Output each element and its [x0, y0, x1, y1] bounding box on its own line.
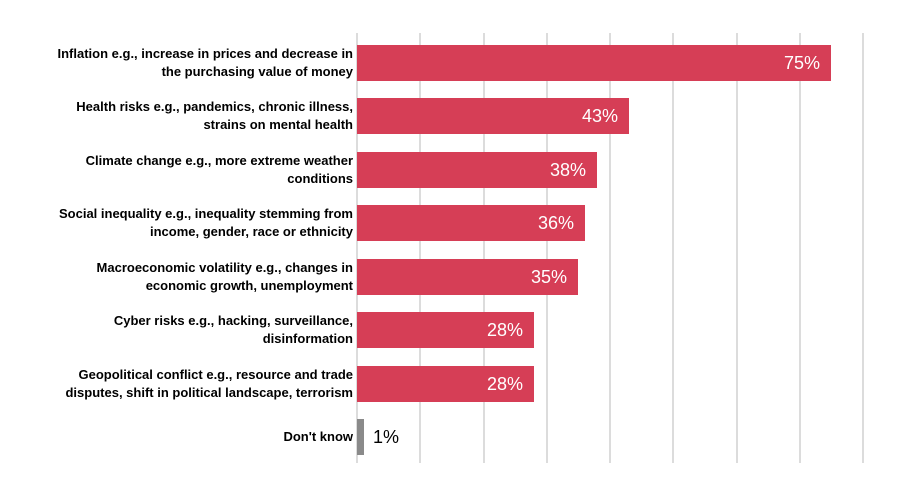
value-label: 28%	[486, 373, 523, 394]
category-label: Health risks e.g., pandemics, chronic il…	[76, 99, 353, 133]
category-label: Cyber risks e.g., hacking, surveillance,…	[113, 313, 353, 347]
bar: 1%	[357, 419, 399, 456]
category-label: Inflation e.g., increase in prices and d…	[57, 45, 354, 79]
category-label: Social inequality e.g., inequality stemm…	[58, 206, 353, 240]
bar: 38%	[357, 151, 597, 188]
gridline	[482, 33, 485, 463]
gridline	[672, 33, 675, 463]
category-label: Climate change e.g., more extreme weathe…	[85, 152, 353, 186]
gridline	[356, 33, 358, 463]
gridline	[609, 33, 611, 463]
gridline	[419, 33, 422, 463]
chart-row: Inflation e.g., increase in prices and d…	[0, 36, 900, 90]
value-label: 38%	[549, 159, 586, 180]
chart-row: Macroeconomic volatility e.g., changes i…	[0, 250, 900, 304]
value-label: 75%	[783, 52, 820, 73]
chart-row: Don't know 1%	[0, 411, 900, 465]
chart-row: Climate change e.g., more extreme weathe…	[0, 143, 900, 197]
gridline	[798, 33, 801, 463]
value-label: 36%	[537, 213, 574, 234]
bar: 28%	[357, 365, 534, 402]
value-label: 28%	[486, 320, 523, 341]
chart-row: Geopolitical conflict e.g., resource and…	[0, 357, 900, 411]
gridline	[735, 33, 738, 463]
chart-row: Health risks e.g., pandemics, chronic il…	[0, 90, 900, 144]
value-label: 43%	[581, 106, 618, 127]
chart-row: Social inequality e.g., inequality stemm…	[0, 197, 900, 251]
bar: 28%	[357, 312, 534, 349]
category-label: Don't know	[283, 429, 353, 445]
gridline	[545, 33, 548, 463]
category-label: Geopolitical conflict e.g., resource and…	[65, 366, 353, 400]
bar: 43%	[357, 98, 629, 135]
value-label: 1%	[373, 427, 400, 448]
category-label: Macroeconomic volatility e.g., changes i…	[96, 259, 353, 293]
bar: 35%	[357, 258, 578, 295]
chart-row: Cyber risks e.g., hacking, surveillance,…	[0, 304, 900, 358]
bar: 75%	[357, 44, 831, 81]
gridline	[862, 33, 864, 463]
bar: 36%	[357, 205, 585, 242]
value-label: 35%	[530, 266, 567, 287]
